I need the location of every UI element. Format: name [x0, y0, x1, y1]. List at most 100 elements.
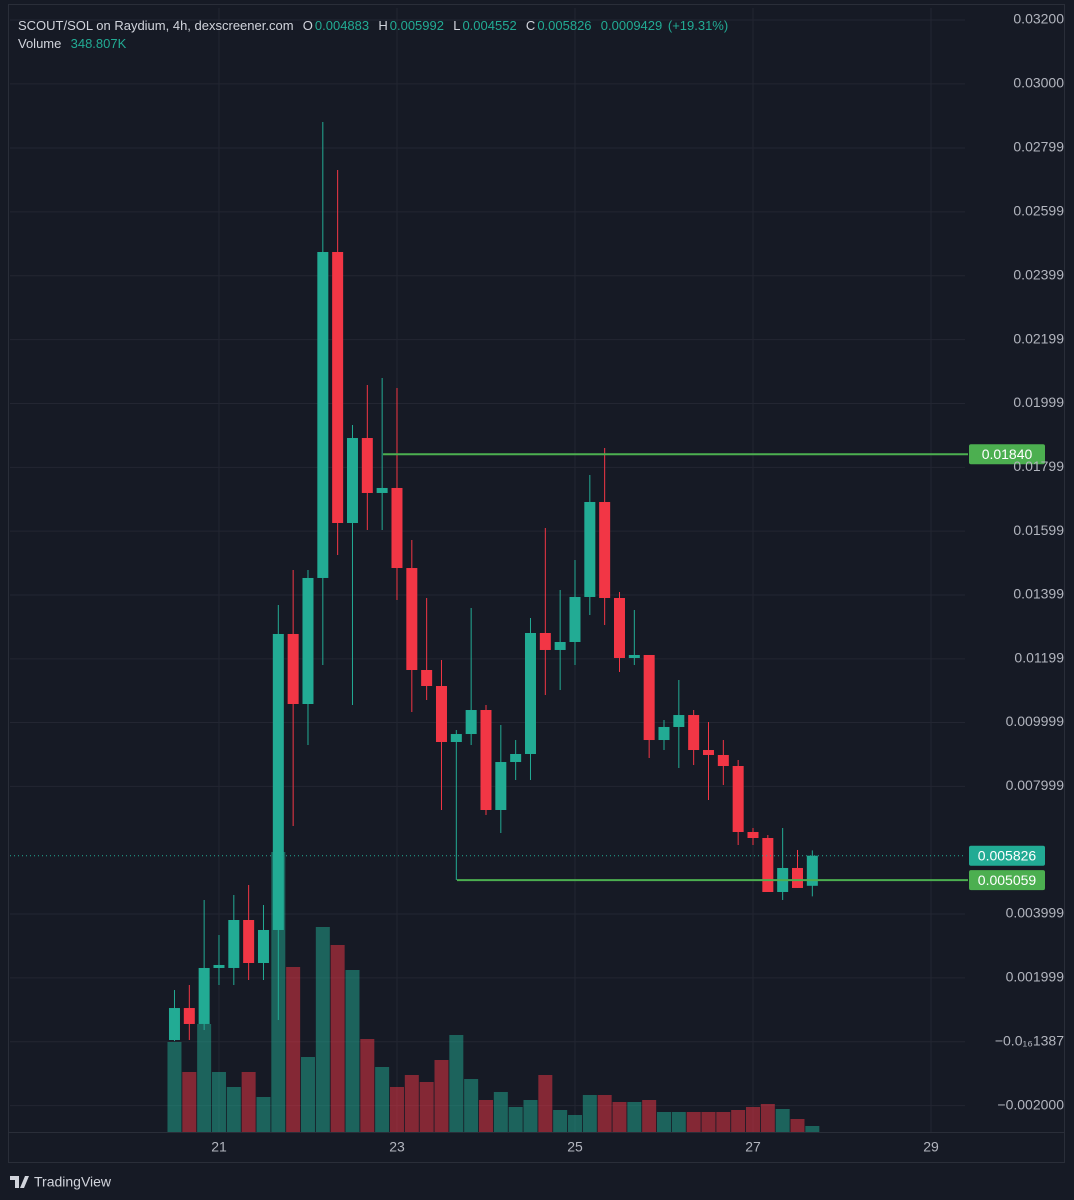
x-tick-label: 23 [389, 1139, 405, 1155]
candle-body [717, 754, 729, 767]
volume-bar [627, 1102, 642, 1132]
volume-bar [760, 1104, 775, 1132]
volume-bar [226, 1087, 241, 1132]
volume-bar [790, 1119, 805, 1132]
volume-bar [241, 1072, 256, 1132]
volume-bar [731, 1110, 746, 1132]
legend-change: 0.0009429 [600, 18, 663, 33]
candle-body [673, 715, 685, 727]
legend-label: H [378, 18, 388, 33]
volume-bar [167, 1042, 182, 1132]
candle-body [569, 596, 581, 642]
y-tick-label: 0.01799 [1013, 458, 1064, 474]
candle-body [613, 598, 625, 658]
candle-body [747, 832, 759, 839]
panel-frame [8, 4, 1065, 1163]
candle-body [272, 633, 284, 930]
legend-value: 0.005826 [537, 18, 592, 33]
candle-body [183, 1008, 195, 1024]
y-tick-label: 0.009999 [1006, 713, 1065, 729]
candle-body [688, 715, 700, 751]
candle-body [628, 654, 640, 658]
volume-bar [404, 1075, 419, 1132]
y-tick-label: 0.01599 [1013, 522, 1064, 538]
price-label: 0.01840 [982, 446, 1033, 462]
candle-body [287, 633, 299, 705]
volume-bar [805, 1125, 820, 1132]
y-tick-label: 0.007999 [1006, 777, 1065, 793]
y-tick-label: −0.0₁₆1387 [995, 1032, 1064, 1048]
candle-body [599, 501, 611, 599]
candle-body [391, 487, 403, 569]
candle-body [495, 762, 507, 811]
x-tick-label: 25 [567, 1139, 583, 1155]
y-tick-label: −0.002000 [997, 1096, 1064, 1112]
volume-bar [582, 1095, 597, 1132]
candle-body [554, 641, 566, 650]
volume-bar [478, 1100, 493, 1132]
volume-bar [701, 1112, 716, 1132]
candle-layer [168, 122, 818, 1042]
candle-body [317, 251, 329, 578]
candle-body [643, 654, 655, 741]
legend-label: C [525, 18, 536, 33]
x-tick-label: 21 [211, 1139, 227, 1155]
legend-label: O [302, 18, 313, 33]
legend-value: 0.004883 [314, 18, 370, 33]
legend-change-percent: (+19.31%) [667, 18, 729, 33]
candle-body [524, 632, 536, 755]
y-tick-label: 0.02799 [1013, 139, 1064, 155]
volume-bar [493, 1092, 508, 1132]
candle-body [806, 855, 818, 886]
candle-body [421, 669, 433, 686]
candle-body [243, 919, 255, 964]
volume-bar [419, 1082, 434, 1132]
x-tick-label: 27 [745, 1139, 761, 1155]
volume-bar [434, 1060, 449, 1132]
candle-body [480, 710, 492, 811]
price-label-box [969, 870, 1045, 891]
y-tick-label: 0.02399 [1013, 266, 1064, 282]
y-tick-label: 0.01199 [1014, 650, 1064, 666]
volume-bar [716, 1112, 731, 1132]
volume-bar [375, 1067, 390, 1132]
volume-bar [523, 1100, 538, 1132]
volume-bar [656, 1112, 671, 1132]
volume-bar [775, 1109, 790, 1132]
y-tick-label: 0.003999 [1006, 905, 1065, 921]
y-tick-label: 0.01399 [1013, 586, 1064, 602]
legend-value: 0.004552 [462, 18, 517, 33]
volume-bar [671, 1112, 686, 1132]
volume-bar [464, 1079, 479, 1132]
volume-bar [642, 1100, 657, 1132]
candle-body [228, 919, 240, 968]
volume-bar [686, 1112, 701, 1132]
volume-layer [167, 852, 820, 1132]
price-label-box [969, 845, 1045, 866]
candle-body [702, 750, 714, 755]
volume-bar [345, 970, 360, 1132]
price-label-box [969, 444, 1045, 465]
volume-bar [211, 1072, 226, 1132]
price-label: 0.005059 [978, 872, 1037, 888]
legend-label: L [453, 18, 461, 33]
candle-body [658, 726, 670, 741]
volume-bar [182, 1072, 197, 1132]
candle-body [465, 710, 477, 735]
candle-body [198, 967, 210, 1024]
header-legend: SCOUT/SOL on Raydium, 4h, dexscreener.co… [18, 18, 730, 33]
candle-body [168, 1008, 180, 1041]
candle-body [762, 838, 774, 892]
footer-logo [10, 1176, 29, 1188]
volume-bar [612, 1102, 627, 1132]
x-tick-label: 29 [923, 1139, 939, 1155]
candle-body [213, 964, 225, 968]
candle-body [346, 438, 358, 524]
candle-body [332, 251, 344, 524]
overlay-layer: 0.01840 0.005059 0.005826 [10, 444, 1045, 891]
volume-bar [197, 1024, 212, 1132]
volume-bar [300, 1057, 315, 1132]
volume-bar [330, 945, 345, 1132]
